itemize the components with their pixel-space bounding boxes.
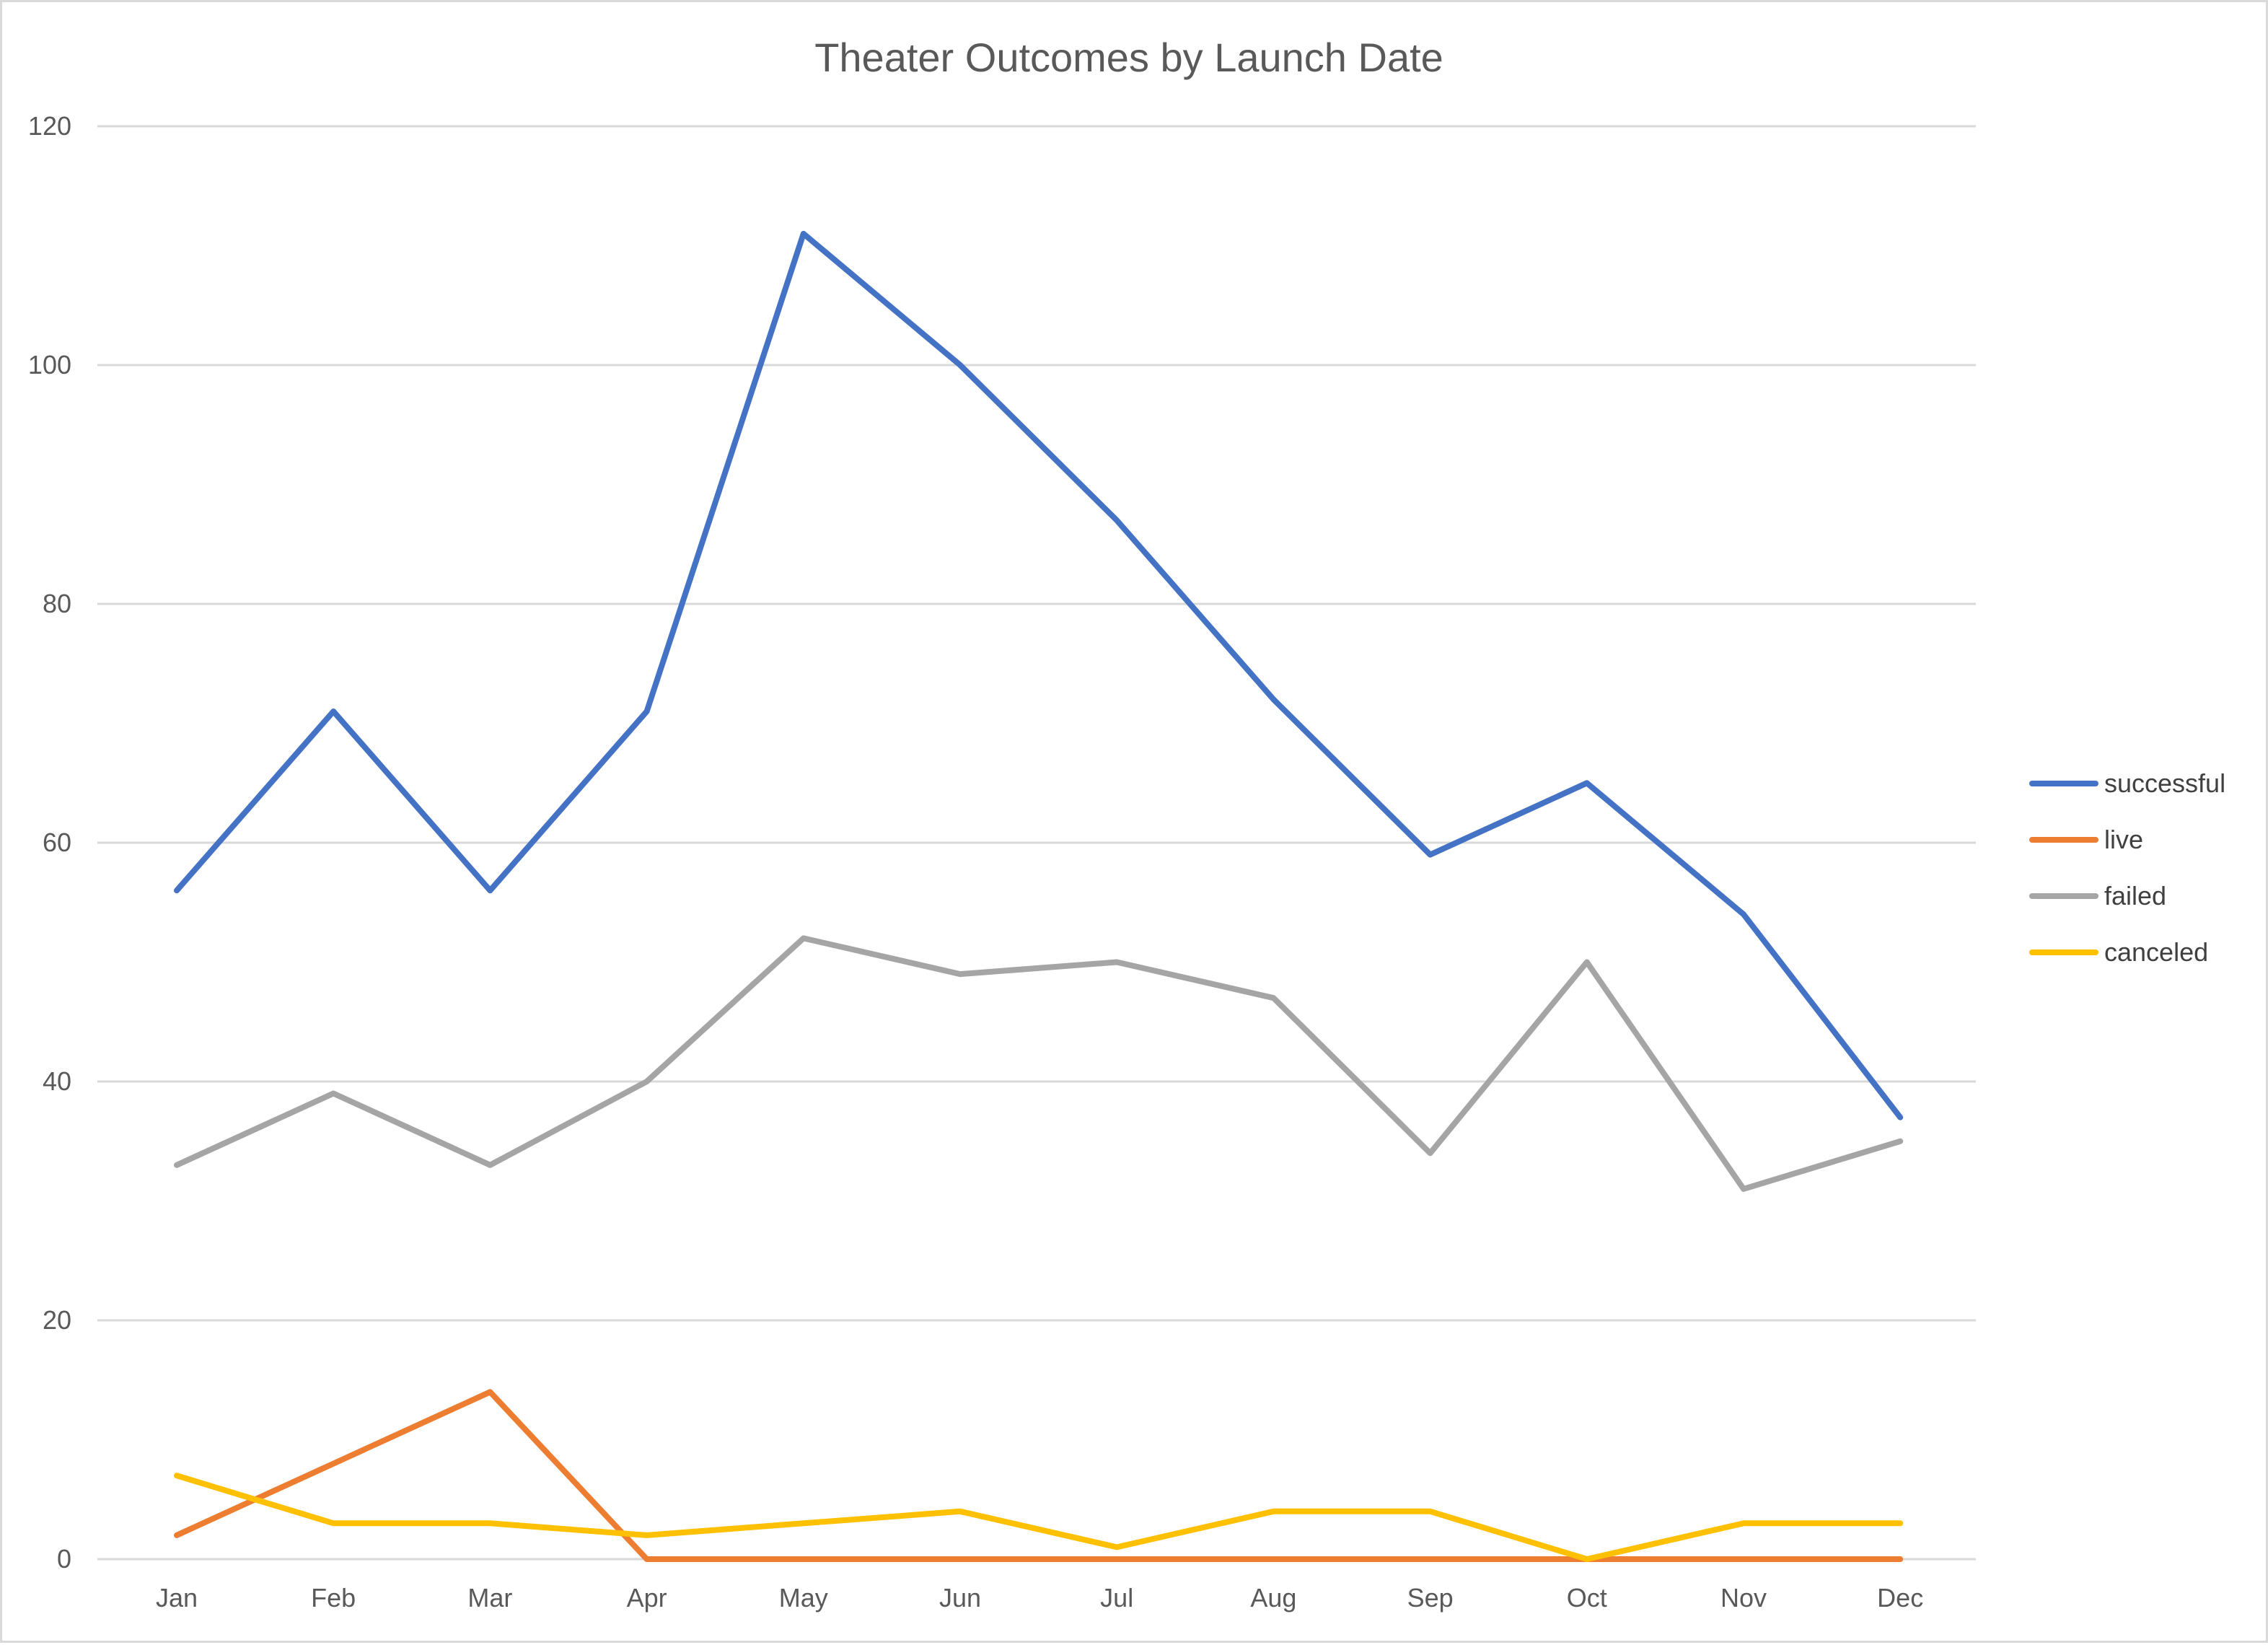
- y-tick-label: 100: [28, 350, 71, 380]
- y-axis-tick-labels: 0 20 40 60 80 100 120: [28, 111, 71, 1574]
- legend-label-canceled: canceled: [2104, 937, 2208, 967]
- y-tick-label: 80: [43, 589, 71, 618]
- gridlines: [97, 125, 1976, 1561]
- x-tick-label: Dec: [1877, 1583, 1923, 1613]
- series-lines: [174, 230, 1904, 1562]
- y-tick-label: 120: [28, 111, 71, 141]
- x-axis-tick-labels: Jan Feb Mar Apr May Jun Jul Aug Sep Oct Nov Dec: [156, 1583, 1923, 1613]
- y-tick-label: 20: [43, 1305, 71, 1335]
- legend: successful live failed canceled: [2029, 768, 2225, 967]
- x-tick-label: Apr: [627, 1583, 667, 1613]
- series-line-successful: [174, 230, 1904, 1120]
- legend-label-failed: failed: [2104, 881, 2166, 911]
- series-line-failed: [174, 935, 1904, 1192]
- x-tick-label: Nov: [1720, 1583, 1767, 1613]
- x-tick-label: May: [779, 1583, 828, 1613]
- x-tick-label: Jan: [156, 1583, 198, 1613]
- y-tick-label: 0: [57, 1544, 71, 1574]
- series-line-live: [174, 1389, 1904, 1562]
- x-tick-label: Mar: [467, 1583, 512, 1613]
- x-tick-label: Feb: [311, 1583, 356, 1613]
- x-tick-label: Sep: [1407, 1583, 1454, 1613]
- legend-label-live: live: [2104, 825, 2143, 854]
- x-tick-label: Oct: [1567, 1583, 1607, 1613]
- series-line-canceled: [174, 1473, 1904, 1562]
- legend-label-successful: successful: [2104, 768, 2225, 798]
- x-tick-label: Jul: [1100, 1583, 1133, 1613]
- y-tick-label: 40: [43, 1066, 71, 1096]
- chart-title: Theater Outcomes by Launch Date: [814, 35, 1443, 80]
- x-tick-label: Aug: [1250, 1583, 1296, 1613]
- x-tick-label: Jun: [939, 1583, 981, 1613]
- y-tick-label: 60: [43, 828, 71, 857]
